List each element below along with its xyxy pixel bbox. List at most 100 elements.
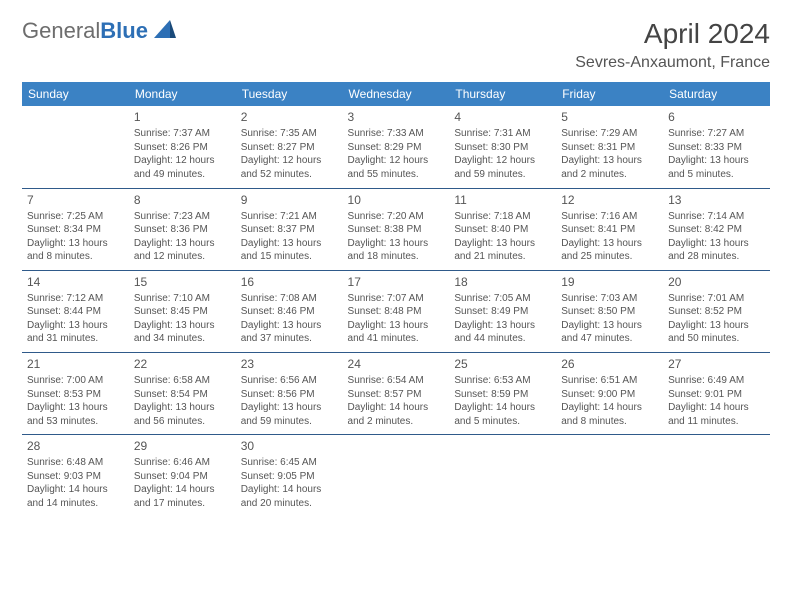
sunset-line: Sunset: 8:45 PM: [134, 305, 231, 319]
daylight-line: Daylight: 13 hours and 15 minutes.: [241, 237, 338, 264]
sunset-line: Sunset: 8:50 PM: [561, 305, 658, 319]
day-number: 7: [27, 192, 124, 208]
daylight-line: Daylight: 13 hours and 53 minutes.: [27, 401, 124, 428]
calendar-day-cell: 14Sunrise: 7:12 AMSunset: 8:44 PMDayligh…: [22, 270, 129, 352]
sunset-line: Sunset: 8:40 PM: [454, 223, 551, 237]
sunset-line: Sunset: 9:00 PM: [561, 388, 658, 402]
daylight-line: Daylight: 13 hours and 50 minutes.: [668, 319, 765, 346]
calendar-day-cell: 11Sunrise: 7:18 AMSunset: 8:40 PMDayligh…: [449, 188, 556, 270]
sunset-line: Sunset: 9:04 PM: [134, 470, 231, 484]
calendar-day-cell: [343, 435, 450, 517]
calendar-day-cell: 24Sunrise: 6:54 AMSunset: 8:57 PMDayligh…: [343, 352, 450, 434]
calendar-header-cell: Monday: [129, 82, 236, 106]
calendar-day-cell: [449, 435, 556, 517]
sunset-line: Sunset: 9:03 PM: [27, 470, 124, 484]
calendar-day-cell: 13Sunrise: 7:14 AMSunset: 8:42 PMDayligh…: [663, 188, 770, 270]
day-number: 17: [348, 274, 445, 290]
sunset-line: Sunset: 8:30 PM: [454, 141, 551, 155]
sunset-line: Sunset: 9:01 PM: [668, 388, 765, 402]
daylight-line: Daylight: 13 hours and 25 minutes.: [561, 237, 658, 264]
sunrise-line: Sunrise: 7:18 AM: [454, 210, 551, 224]
daylight-line: Daylight: 14 hours and 17 minutes.: [134, 483, 231, 510]
calendar-day-cell: 26Sunrise: 6:51 AMSunset: 9:00 PMDayligh…: [556, 352, 663, 434]
sunrise-line: Sunrise: 7:16 AM: [561, 210, 658, 224]
daylight-line: Daylight: 12 hours and 55 minutes.: [348, 154, 445, 181]
day-number: 16: [241, 274, 338, 290]
daylight-line: Daylight: 13 hours and 59 minutes.: [241, 401, 338, 428]
calendar-day-cell: 7 Sunrise: 7:25 AMSunset: 8:34 PMDaylight…: [22, 188, 129, 270]
sunrise-line: Sunrise: 7:21 AM: [241, 210, 338, 224]
daylight-line: Daylight: 13 hours and 41 minutes.: [348, 319, 445, 346]
daylight-line: Daylight: 13 hours and 44 minutes.: [454, 319, 551, 346]
sunrise-line: Sunrise: 7:25 AM: [27, 210, 124, 224]
calendar-day-cell: 27Sunrise: 6:49 AMSunset: 9:01 PMDayligh…: [663, 352, 770, 434]
calendar-day-cell: 5Sunrise: 7:29 AMSunset: 8:31 PMDaylight…: [556, 106, 663, 188]
daylight-line: Daylight: 12 hours and 49 minutes.: [134, 154, 231, 181]
day-number: 10: [348, 192, 445, 208]
day-number: 30: [241, 438, 338, 454]
daylight-line: Daylight: 13 hours and 2 minutes.: [561, 154, 658, 181]
sunrise-line: Sunrise: 7:05 AM: [454, 292, 551, 306]
sunset-line: Sunset: 8:46 PM: [241, 305, 338, 319]
calendar-day-cell: 23Sunrise: 6:56 AMSunset: 8:56 PMDayligh…: [236, 352, 343, 434]
calendar-day-cell: 3Sunrise: 7:33 AMSunset: 8:29 PMDaylight…: [343, 106, 450, 188]
sunrise-line: Sunrise: 6:46 AM: [134, 456, 231, 470]
daylight-line: Daylight: 13 hours and 18 minutes.: [348, 237, 445, 264]
daylight-line: Daylight: 14 hours and 2 minutes.: [348, 401, 445, 428]
sunset-line: Sunset: 8:34 PM: [27, 223, 124, 237]
calendar-day-cell: [22, 106, 129, 188]
sunset-line: Sunset: 8:56 PM: [241, 388, 338, 402]
calendar-body: 1Sunrise: 7:37 AMSunset: 8:26 PMDaylight…: [22, 106, 770, 517]
daylight-line: Daylight: 13 hours and 28 minutes.: [668, 237, 765, 264]
calendar-header-cell: Sunday: [22, 82, 129, 106]
calendar-day-cell: 9Sunrise: 7:21 AMSunset: 8:37 PMDaylight…: [236, 188, 343, 270]
calendar-day-cell: 16Sunrise: 7:08 AMSunset: 8:46 PMDayligh…: [236, 270, 343, 352]
sunset-line: Sunset: 9:05 PM: [241, 470, 338, 484]
daylight-line: Daylight: 13 hours and 8 minutes.: [27, 237, 124, 264]
sunrise-line: Sunrise: 7:23 AM: [134, 210, 231, 224]
sunset-line: Sunset: 8:52 PM: [668, 305, 765, 319]
sunrise-line: Sunrise: 6:48 AM: [27, 456, 124, 470]
day-number: 12: [561, 192, 658, 208]
calendar-week-row: 21Sunrise: 7:00 AMSunset: 8:53 PMDayligh…: [22, 352, 770, 434]
day-number: 29: [134, 438, 231, 454]
calendar-day-cell: 22Sunrise: 6:58 AMSunset: 8:54 PMDayligh…: [129, 352, 236, 434]
day-number: 3: [348, 109, 445, 125]
day-number: 14: [27, 274, 124, 290]
calendar-header-cell: Wednesday: [343, 82, 450, 106]
day-number: 6: [668, 109, 765, 125]
calendar-week-row: 1Sunrise: 7:37 AMSunset: 8:26 PMDaylight…: [22, 106, 770, 188]
sunset-line: Sunset: 8:31 PM: [561, 141, 658, 155]
sunrise-line: Sunrise: 6:53 AM: [454, 374, 551, 388]
sunset-line: Sunset: 8:38 PM: [348, 223, 445, 237]
calendar-day-cell: 25Sunrise: 6:53 AMSunset: 8:59 PMDayligh…: [449, 352, 556, 434]
calendar-day-cell: 12Sunrise: 7:16 AMSunset: 8:41 PMDayligh…: [556, 188, 663, 270]
sunset-line: Sunset: 8:36 PM: [134, 223, 231, 237]
calendar-day-cell: [663, 435, 770, 517]
sunrise-line: Sunrise: 7:10 AM: [134, 292, 231, 306]
sunrise-line: Sunrise: 7:00 AM: [27, 374, 124, 388]
sunset-line: Sunset: 8:33 PM: [668, 141, 765, 155]
sunrise-line: Sunrise: 6:56 AM: [241, 374, 338, 388]
sunrise-line: Sunrise: 6:58 AM: [134, 374, 231, 388]
daylight-line: Daylight: 13 hours and 37 minutes.: [241, 319, 338, 346]
day-number: 11: [454, 192, 551, 208]
calendar-header-cell: Thursday: [449, 82, 556, 106]
sunset-line: Sunset: 8:54 PM: [134, 388, 231, 402]
day-number: 27: [668, 356, 765, 372]
sunrise-line: Sunrise: 7:03 AM: [561, 292, 658, 306]
sunset-line: Sunset: 8:42 PM: [668, 223, 765, 237]
daylight-line: Daylight: 13 hours and 31 minutes.: [27, 319, 124, 346]
location: Sevres-Anxaumont, France: [575, 54, 770, 72]
calendar-week-row: 7Sunrise: 7:25 AMSunset: 8:34 PMDaylight…: [22, 188, 770, 270]
sunrise-line: Sunrise: 7:35 AM: [241, 127, 338, 141]
calendar-day-cell: 4Sunrise: 7:31 AMSunset: 8:30 PMDaylight…: [449, 106, 556, 188]
day-number: 8: [134, 192, 231, 208]
title-block: April 2024 Sevres-Anxaumont, France: [575, 18, 770, 72]
sunset-line: Sunset: 8:49 PM: [454, 305, 551, 319]
calendar-week-row: 14Sunrise: 7:12 AMSunset: 8:44 PMDayligh…: [22, 270, 770, 352]
calendar-day-cell: 8Sunrise: 7:23 AMSunset: 8:36 PMDaylight…: [129, 188, 236, 270]
sunrise-line: Sunrise: 7:20 AM: [348, 210, 445, 224]
sunset-line: Sunset: 8:37 PM: [241, 223, 338, 237]
day-number: 19: [561, 274, 658, 290]
